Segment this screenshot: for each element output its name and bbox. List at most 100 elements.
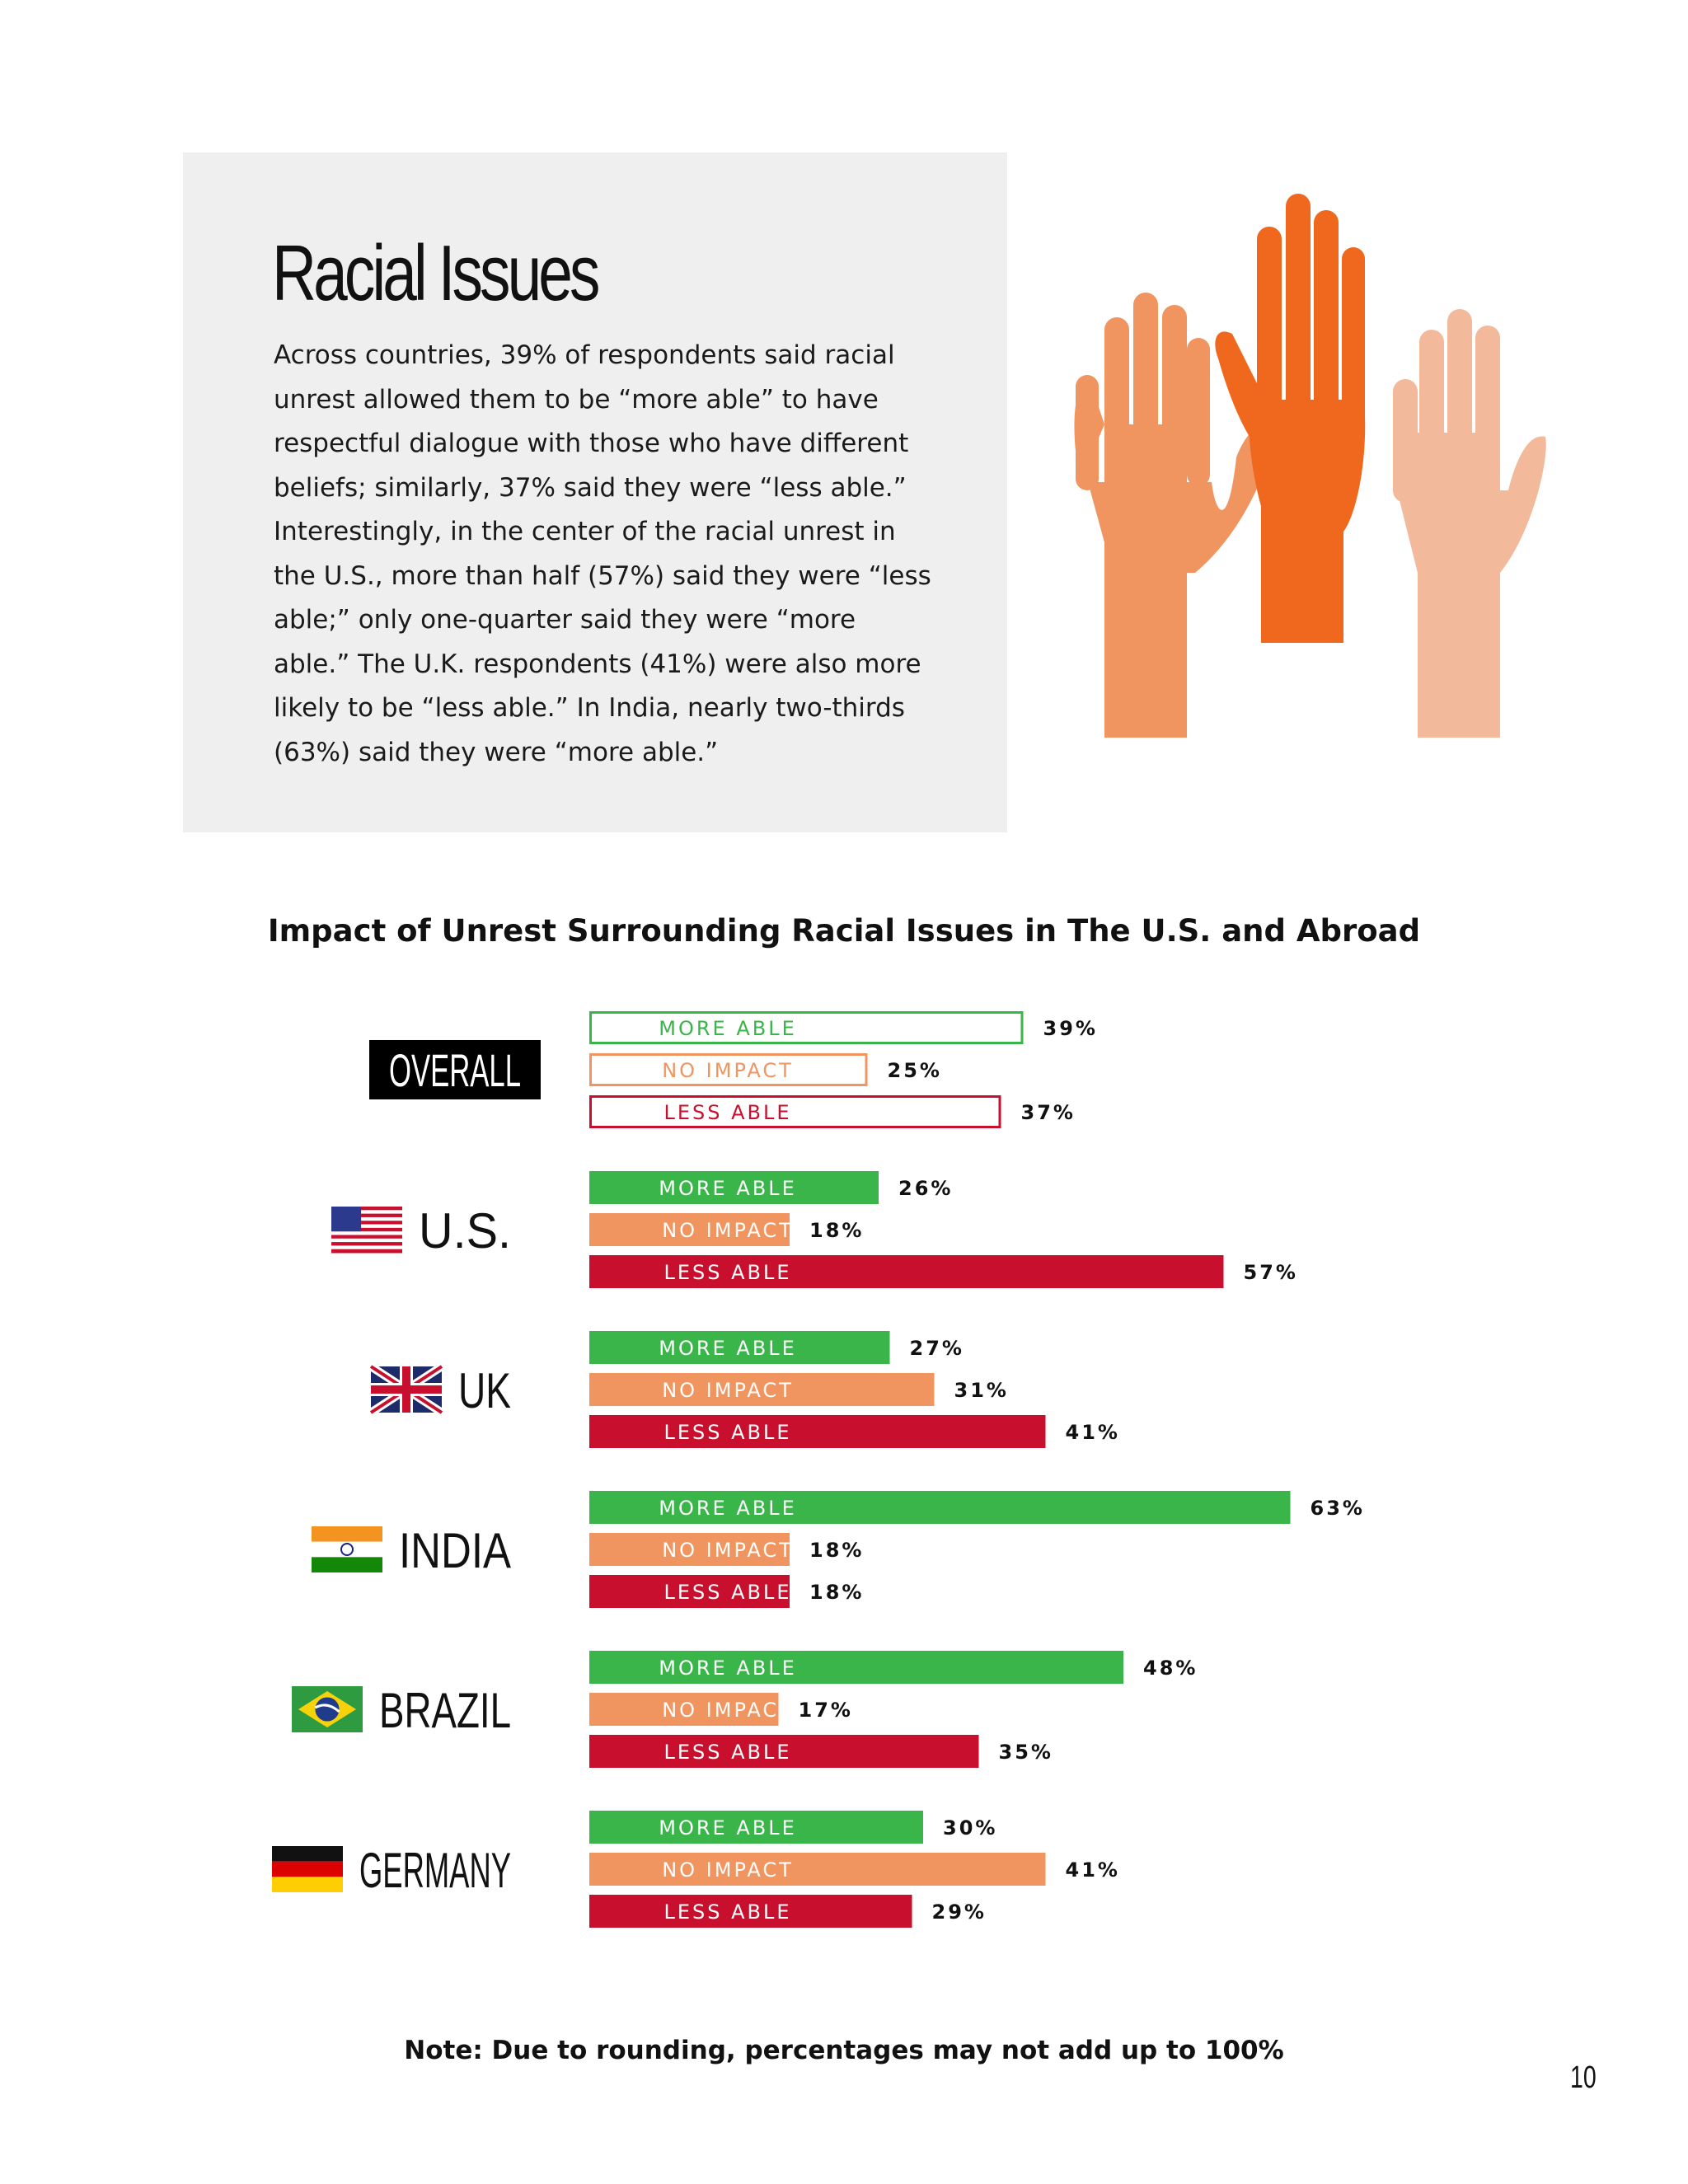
bar-rect xyxy=(589,1575,790,1608)
group-label: GERMANY xyxy=(359,1843,511,1898)
group-label: UK xyxy=(458,1363,511,1418)
bar-rect xyxy=(589,1053,868,1086)
bar-series-label: MORE ABLE xyxy=(659,1657,796,1680)
bar-rect xyxy=(589,1255,1224,1288)
chart-group-brazil: BRAZIL MORE ABLE 48% NO IMPACT 17% LESS ABLE 3… xyxy=(292,1651,1198,1768)
bar-value-label: 48% xyxy=(1143,1657,1198,1680)
bar-series-label: NO IMPACT xyxy=(662,1219,794,1242)
group-label: OVERALL xyxy=(389,1044,521,1096)
group-label: BRAZIL xyxy=(379,1683,511,1738)
bar-rect xyxy=(589,1415,1046,1448)
bar-value-label: 41% xyxy=(1066,1858,1120,1882)
brazil-flag xyxy=(292,1686,363,1732)
bar-value-label: 18% xyxy=(809,1539,864,1562)
bar-rect xyxy=(589,1011,1024,1044)
bar-series-label: MORE ABLE xyxy=(659,1177,796,1200)
bar-more-able: MORE ABLE 48% xyxy=(589,1651,1198,1684)
bar-rect xyxy=(589,1693,779,1726)
bar-rect xyxy=(589,1533,790,1566)
bar-series-label: MORE ABLE xyxy=(659,1816,796,1840)
bar-series-label: MORE ABLE xyxy=(659,1017,796,1040)
bar-value-label: 35% xyxy=(999,1741,1053,1764)
bar-series-label: NO IMPACT xyxy=(662,1858,794,1882)
center-hand-icon xyxy=(1215,194,1366,643)
bar-series-label: NO IMPACT xyxy=(662,1699,794,1722)
bar-more-able: MORE ABLE 63% xyxy=(589,1491,1365,1524)
chart-title: Impact of Unrest Surrounding Racial Issu… xyxy=(267,913,1421,949)
bar-rect xyxy=(589,1171,879,1204)
bar-rect xyxy=(589,1811,923,1844)
bar-series-label: LESS ABLE xyxy=(663,1581,791,1604)
bar-value-label: 18% xyxy=(809,1581,864,1604)
bar-series-label: NO IMPACT xyxy=(662,1539,794,1562)
bar-less-able: LESS ABLE 35% xyxy=(589,1735,1053,1768)
bar-rect xyxy=(589,1895,912,1928)
bar-no-impact: NO IMPACT 18% xyxy=(589,1533,864,1566)
bar-no-impact: NO IMPACT 25% xyxy=(589,1053,942,1086)
bar-more-able: MORE ABLE 39% xyxy=(589,1011,1098,1044)
bar-rect xyxy=(589,1373,935,1406)
bar-series-label: LESS ABLE xyxy=(663,1900,791,1924)
bar-more-able: MORE ABLE 27% xyxy=(589,1331,964,1364)
intro-paragraph: Across countries, 39% of respondents sai… xyxy=(274,340,931,767)
bar-more-able: MORE ABLE 30% xyxy=(589,1811,997,1844)
chart-group-germany: GERMANY MORE ABLE 30% NO IMPACT 41% LESS ABLE… xyxy=(272,1811,1120,1928)
rounding-note: Note: Due to rounding, percentages may n… xyxy=(404,2036,1284,2065)
right-hand-icon xyxy=(1393,309,1546,738)
bar-rect xyxy=(589,1651,1123,1684)
bar-value-label: 30% xyxy=(943,1816,997,1840)
bar-value-label: 27% xyxy=(910,1337,964,1360)
bar-less-able: LESS ABLE 41% xyxy=(589,1415,1120,1448)
bar-less-able: LESS ABLE 29% xyxy=(589,1895,987,1928)
intro-panel: Racial Issues Across countries, 39% of r… xyxy=(183,152,1007,832)
bar-no-impact: NO IMPACT 18% xyxy=(589,1213,864,1246)
bar-rect xyxy=(589,1331,890,1364)
group-label: U.S. xyxy=(419,1203,511,1258)
bar-value-label: 37% xyxy=(1021,1101,1076,1124)
bar-series-label: LESS ABLE xyxy=(663,1421,791,1444)
bar-value-label: 25% xyxy=(888,1059,942,1082)
bar-no-impact: NO IMPACT 41% xyxy=(589,1853,1120,1886)
bar-no-impact: NO IMPACT 31% xyxy=(589,1373,1009,1406)
bar-rect xyxy=(589,1853,1046,1886)
bar-value-label: 17% xyxy=(799,1699,853,1722)
bar-value-label: 41% xyxy=(1066,1421,1120,1444)
bar-series-label: LESS ABLE xyxy=(663,1101,791,1124)
chart-group-uk: UK MORE ABLE 27% NO IMPACT 31% LESS ABLE 41% xyxy=(368,1331,1120,1448)
group-label: INDIA xyxy=(399,1523,511,1578)
usa-flag xyxy=(331,1207,402,1254)
bar-value-label: 39% xyxy=(1043,1017,1098,1040)
bar-less-able: LESS ABLE 57% xyxy=(589,1255,1298,1288)
india-flag xyxy=(312,1526,382,1572)
bar-series-label: NO IMPACT xyxy=(662,1059,794,1082)
bar-series-label: MORE ABLE xyxy=(659,1337,796,1360)
chart-group-india: INDIA MORE ABLE 63% NO IMPACT 18% LESS ABLE 18… xyxy=(312,1491,1365,1608)
bar-series-label: MORE ABLE xyxy=(659,1497,796,1520)
bar-rect xyxy=(589,1735,979,1768)
bar-no-impact: NO IMPACT 17% xyxy=(589,1693,853,1726)
chart-group-u-s: U.S. MORE ABLE 26% NO IMPACT 18% LESS ABLE 57% xyxy=(331,1171,1298,1288)
raised-hands-illustration xyxy=(1074,194,1546,738)
bar-value-label: 18% xyxy=(809,1219,864,1242)
bar-series-label: LESS ABLE xyxy=(663,1261,791,1284)
section-title: Racial Issues xyxy=(272,229,600,317)
germany-flag xyxy=(272,1846,343,1892)
uk-flag xyxy=(368,1362,444,1417)
bar-more-able: MORE ABLE 26% xyxy=(589,1171,953,1204)
left-hand-icon xyxy=(1074,293,1276,738)
bar-value-label: 31% xyxy=(954,1379,1009,1402)
bar-value-label: 29% xyxy=(932,1900,987,1924)
bar-rect xyxy=(589,1213,790,1246)
bar-rect xyxy=(589,1095,1001,1128)
bar-rect xyxy=(589,1491,1291,1524)
chart-group-overall: OVERALL MORE ABLE 39% NO IMPACT 25% LESS ABLE… xyxy=(369,1011,1098,1128)
bar-less-able: LESS ABLE 18% xyxy=(589,1575,864,1608)
bar-value-label: 57% xyxy=(1244,1261,1298,1284)
bar-value-label: 26% xyxy=(898,1177,953,1200)
bar-value-label: 63% xyxy=(1311,1497,1365,1520)
page-number: 10 xyxy=(1570,2060,1597,2095)
bar-series-label: LESS ABLE xyxy=(663,1741,791,1764)
bar-series-label: NO IMPACT xyxy=(662,1379,794,1402)
bar-less-able: LESS ABLE 37% xyxy=(589,1095,1076,1128)
